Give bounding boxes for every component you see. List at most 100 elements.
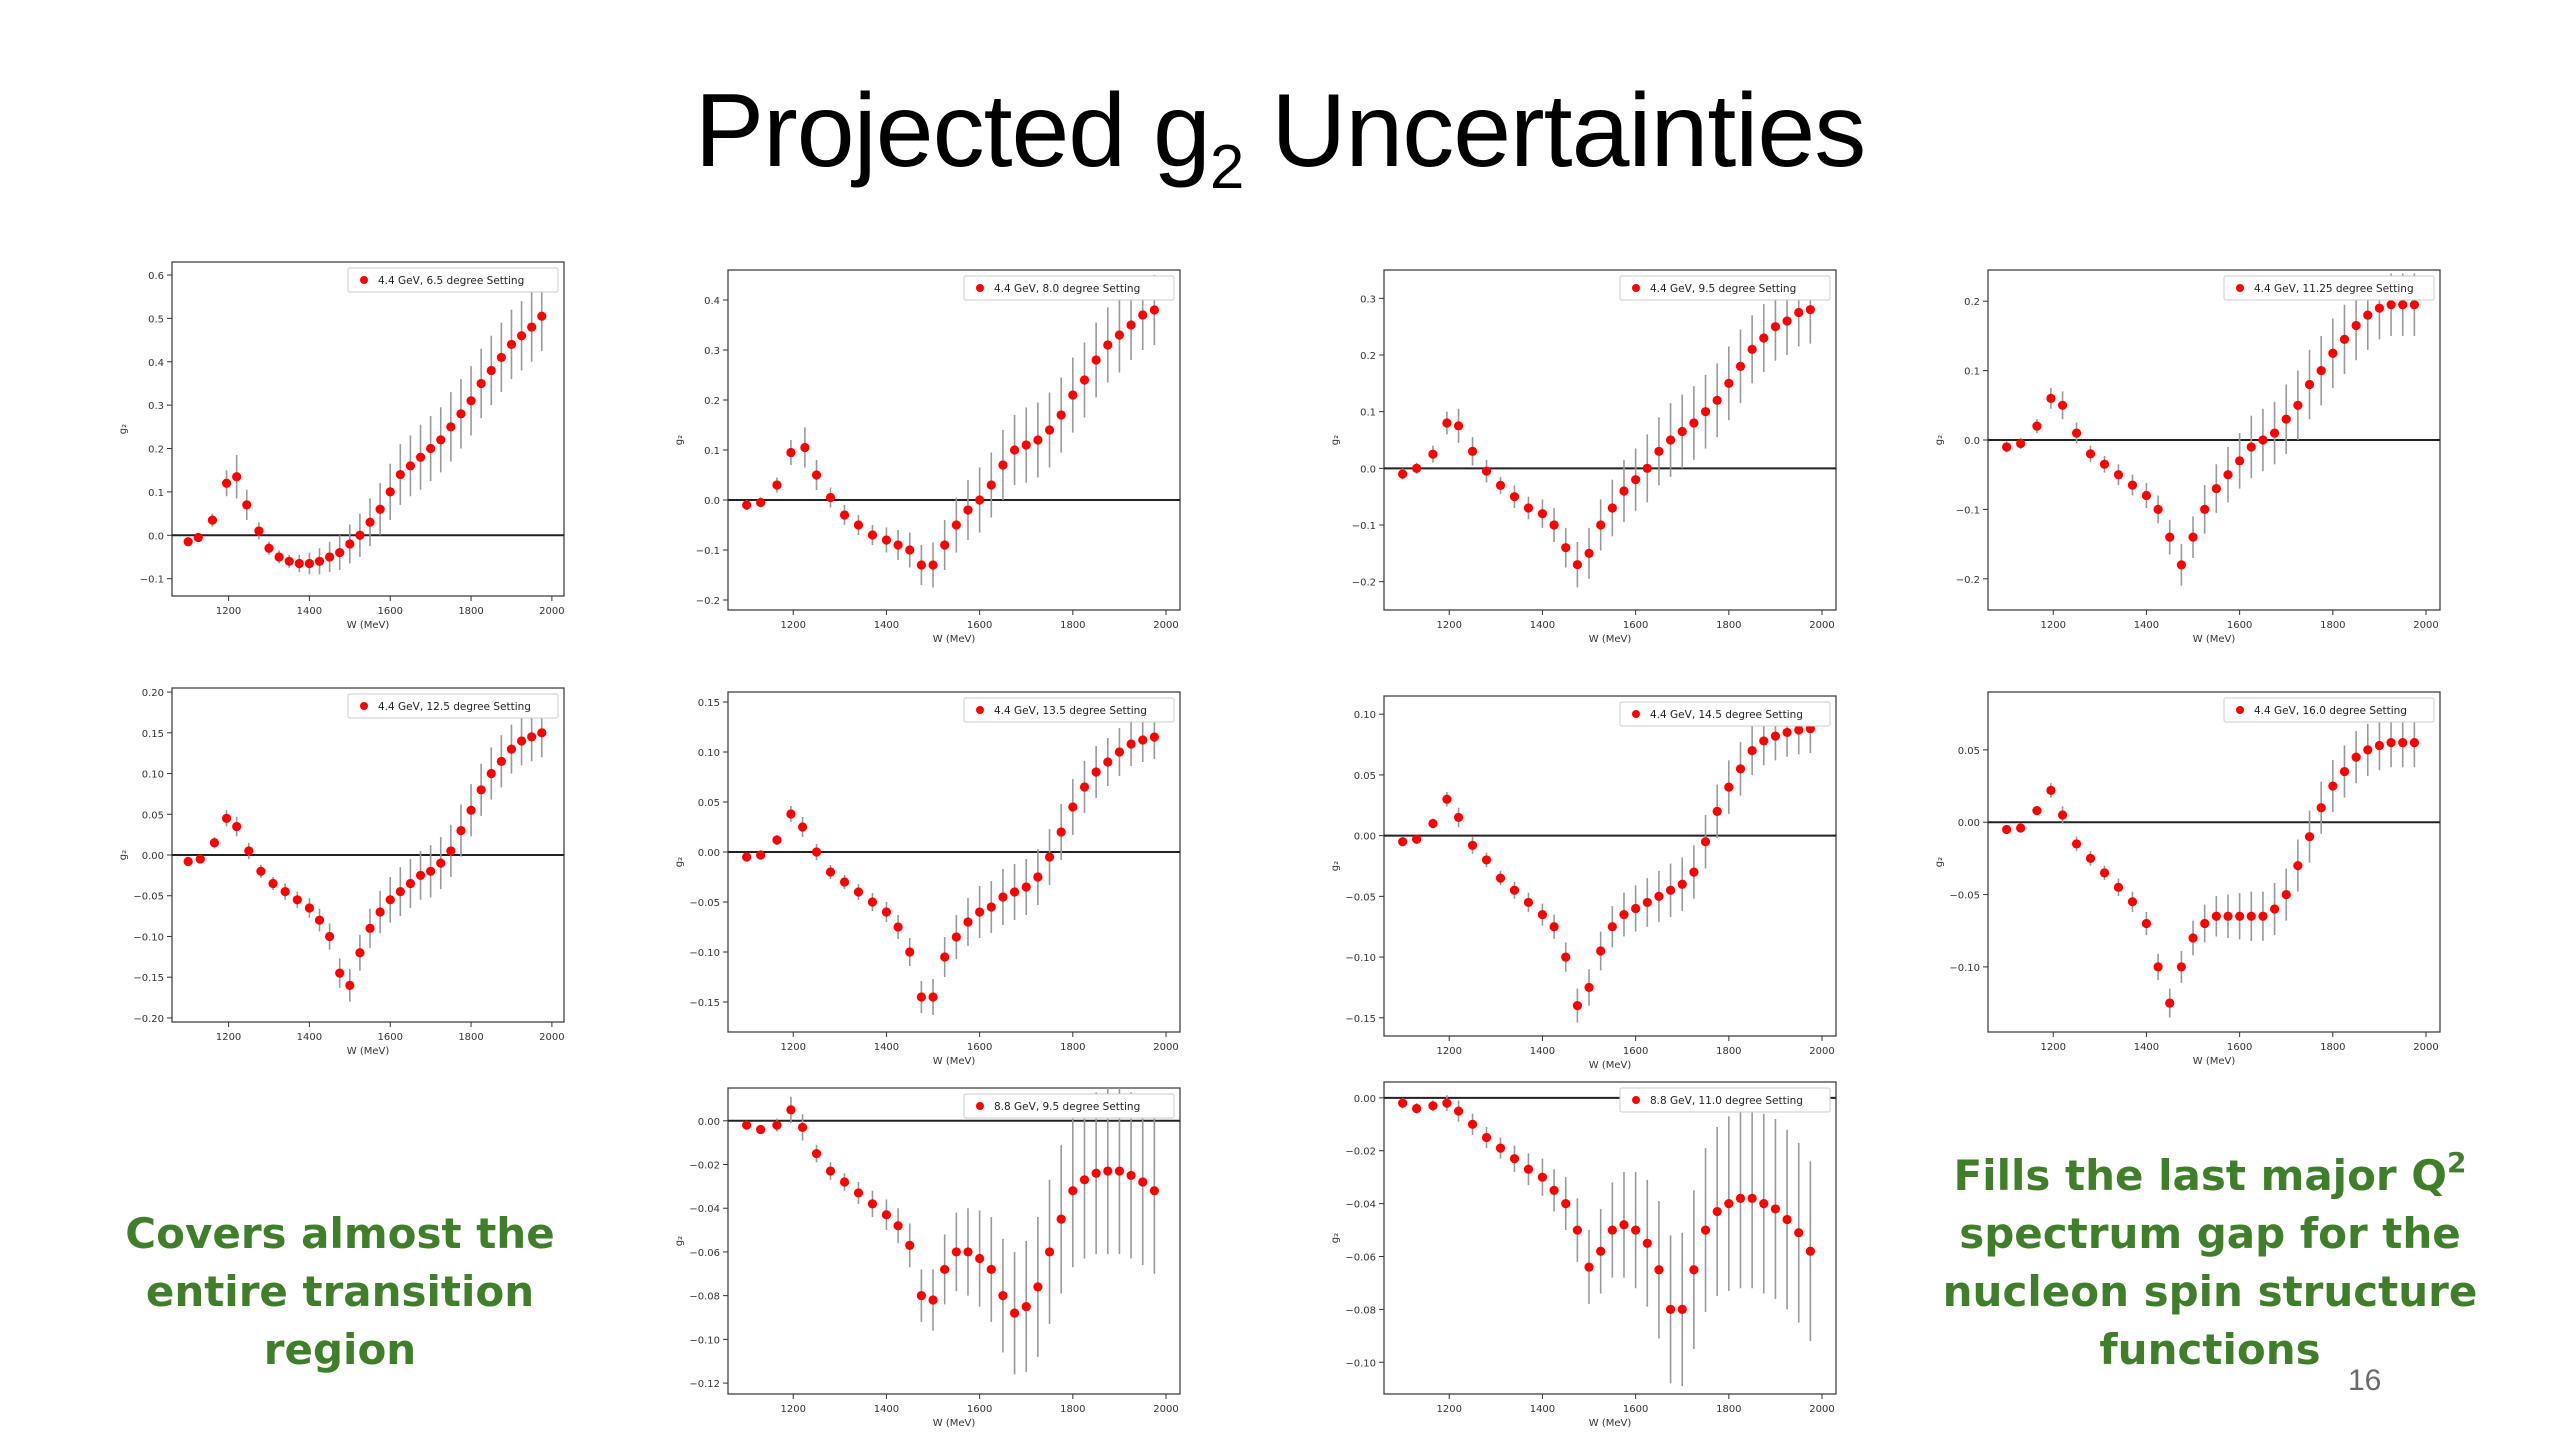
data-point [1712, 395, 1722, 405]
x-tick-label: 1400 [1530, 620, 1555, 631]
plot-frame [727, 1087, 1181, 1395]
data-point [325, 552, 335, 562]
x-tick-label: 1400 [297, 606, 322, 617]
legend-box [2223, 697, 2435, 723]
data-point [2046, 785, 2056, 795]
data-point [797, 822, 808, 832]
data-point [426, 866, 436, 876]
data-point [1735, 361, 1746, 371]
data-point [1442, 1098, 1452, 1108]
data-point [1009, 1308, 1020, 1318]
chart-panel-2: −0.2 −0.1 0.0 0.1 0.2 0.3 0.4 1200 1400 1600 1800 2… [674, 269, 1181, 645]
data-point [1794, 725, 1804, 735]
data-point [975, 495, 985, 505]
data-point [1056, 827, 1066, 837]
data-point [2223, 911, 2233, 921]
page-number: 16 [2348, 1364, 2382, 1397]
data-point [1549, 520, 1559, 530]
legend-box [347, 267, 559, 293]
x-axis-label: W (MeV) [933, 1418, 976, 1429]
data-point [2339, 334, 2350, 344]
x-tick-label: 2000 [539, 1032, 564, 1043]
data-point [940, 1264, 950, 1275]
x-tick-label: 1400 [874, 1042, 899, 1053]
data-point [1481, 1132, 1492, 1143]
y-tick-label: 0.10 [1354, 710, 1376, 721]
data-point [1689, 1265, 1699, 1275]
data-point [1735, 1193, 1746, 1203]
plot-frame [1987, 691, 2441, 1033]
y-tick-label: 0.0 [1964, 436, 1980, 447]
data-point [1138, 1177, 1148, 1187]
data-point [486, 365, 496, 376]
data-point [2165, 998, 2175, 1008]
x-axis-label: W (MeV) [347, 1046, 390, 1057]
y-tick-label: −0.10 [689, 1335, 720, 1346]
data-point [516, 331, 527, 341]
legend-marker [976, 706, 984, 714]
y-tick-label: 0.2 [704, 396, 720, 407]
data-point [1724, 378, 1734, 388]
y-tick-label: 0.5 [148, 314, 164, 325]
data-point [2374, 740, 2385, 751]
y-tick-label: 0.15 [142, 729, 164, 740]
data-point [1770, 1204, 1781, 1214]
data-point [1561, 543, 1571, 553]
data-point [1770, 322, 1781, 332]
data-point [207, 515, 218, 525]
data-point [2281, 889, 2291, 900]
data-point [2235, 911, 2245, 921]
x-tick-label: 1600 [967, 1042, 992, 1053]
x-tick-label: 1200 [2041, 620, 2066, 631]
y-tick-label: −0.05 [689, 898, 720, 909]
data-point [1495, 1143, 1506, 1153]
x-tick-label: 1800 [1060, 1404, 1085, 1415]
data-point [998, 1291, 1008, 1301]
data-point [2386, 738, 2396, 748]
y-tick-label: 0.2 [148, 445, 164, 456]
x-axis-label: W (MeV) [933, 634, 976, 645]
data-point [527, 732, 537, 742]
y-tick-label: −0.1 [140, 575, 164, 586]
data-point [1428, 818, 1438, 829]
data-point [2032, 806, 2042, 816]
legend-marker [2236, 284, 2244, 292]
data-point [446, 846, 456, 856]
data-point [940, 540, 950, 550]
x-tick-label: 1600 [967, 620, 992, 631]
y-tick-label: 0.05 [142, 810, 164, 821]
data-point [486, 768, 496, 779]
data-point [2153, 962, 2163, 972]
data-point [1412, 1103, 1422, 1114]
data-point [1509, 492, 1520, 502]
data-point [928, 1295, 938, 1305]
data-point [1782, 1214, 1792, 1225]
data-point [2386, 300, 2396, 310]
data-point [2188, 933, 2198, 943]
chart-panel-10: −0.10 −0.08 −0.06 −0.04 −0.02 0.00 1200 1400 160… [1330, 1081, 1837, 1429]
data-point [2223, 470, 2233, 480]
data-point [1549, 922, 1559, 932]
data-point [1665, 885, 1676, 895]
data-point [1428, 1101, 1438, 1111]
data-point [742, 500, 752, 510]
x-tick-label: 1200 [1437, 1046, 1462, 1057]
data-point [986, 1264, 996, 1275]
data-point [1572, 560, 1582, 570]
data-point [2046, 393, 2056, 403]
x-tick-label: 1200 [1437, 620, 1462, 631]
legend-label: 8.8 GeV, 11.0 degree Setting [1650, 1095, 1803, 1107]
legend-marker [2236, 706, 2244, 714]
data-point [385, 487, 395, 497]
data-point [2141, 918, 2152, 929]
x-tick-label: 1200 [2041, 1042, 2066, 1053]
y-tick-label: −0.12 [689, 1379, 720, 1390]
x-tick-label: 1400 [297, 1032, 322, 1043]
data-point [928, 560, 938, 570]
data-point [264, 543, 274, 553]
data-point [1607, 922, 1617, 932]
data-point [2258, 435, 2268, 445]
data-point [395, 469, 405, 480]
y-tick-label: −0.1 [1956, 505, 1980, 516]
data-point [2293, 861, 2303, 871]
